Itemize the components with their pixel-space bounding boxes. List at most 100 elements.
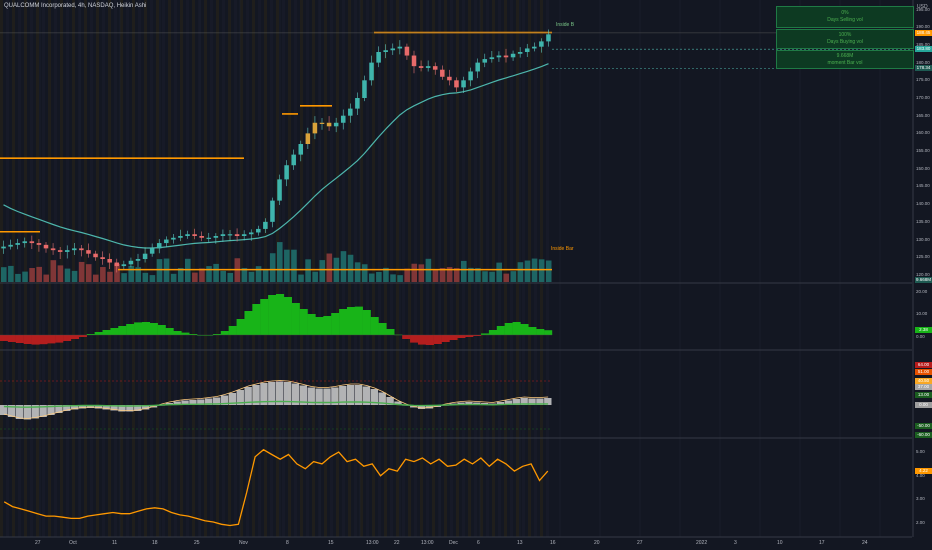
- histogram-bar: [544, 330, 553, 335]
- candle-body: [503, 55, 509, 58]
- histogram-bar: [378, 323, 387, 335]
- price-axis-label: 140.00: [916, 201, 930, 207]
- candle-body: [164, 239, 169, 244]
- histogram-axis-label: 20.00: [916, 289, 928, 294]
- candle-body: [149, 248, 155, 254]
- oscillator-bar: [291, 383, 300, 405]
- histogram-bar: [236, 319, 245, 335]
- oscillator-badge: 64.00: [915, 362, 932, 368]
- histogram-bar: [70, 335, 80, 339]
- histogram-bar: [110, 328, 119, 335]
- histogram-bar: [315, 317, 324, 335]
- candle-body: [121, 264, 127, 267]
- volume-bar: [1, 267, 7, 282]
- oscillator-bar: [55, 405, 63, 413]
- candle-body: [340, 115, 346, 123]
- histogram-bar: [126, 324, 135, 335]
- price-badge: 183.80: [915, 46, 932, 53]
- candle-body: [404, 46, 410, 56]
- volume-bar: [100, 267, 106, 282]
- oscillator-bar: [339, 386, 347, 405]
- x-axis-label: 8: [286, 540, 289, 546]
- volume-bar: [496, 262, 502, 282]
- session-stripe: [312, 0, 315, 537]
- candle-body: [312, 122, 318, 134]
- histogram-bar: [402, 335, 411, 339]
- session-stripe: [444, 0, 447, 537]
- session-stripe: [480, 0, 483, 537]
- session-stripe: [396, 0, 399, 537]
- candle-body: [72, 248, 77, 251]
- oscillator-bar: [7, 405, 16, 417]
- histogram-bar: [7, 335, 16, 342]
- histogram-bar: [189, 334, 198, 335]
- session-stripe: [510, 0, 513, 537]
- histogram-bar: [481, 333, 490, 335]
- oscillator-badge: 40.50: [915, 378, 932, 384]
- volume-bar: [390, 274, 396, 282]
- oscillator-bar: [512, 399, 520, 405]
- volume-bar: [142, 272, 149, 282]
- histogram-bar: [425, 335, 434, 345]
- histogram-bar: [528, 327, 537, 335]
- histogram-bar: [410, 335, 419, 343]
- oscillator-bar: [425, 405, 434, 409]
- oscillator-bar: [528, 398, 536, 405]
- info-box-buying: 100% Days Buying vol: [776, 29, 914, 49]
- volume-bar: [255, 266, 262, 282]
- candle-body: [390, 48, 396, 51]
- session-stripe: [282, 0, 285, 537]
- x-axis-label: Oct: [69, 540, 77, 546]
- histogram-badge: 2.38: [915, 327, 932, 333]
- oscillator-bar: [47, 405, 55, 415]
- x-axis-label: 6: [477, 540, 480, 546]
- session-stripe: [372, 0, 375, 537]
- histogram-bar: [465, 335, 474, 337]
- volume-bar: [114, 263, 120, 282]
- histogram-bar: [536, 329, 545, 335]
- volume-bar: [36, 266, 42, 282]
- candle-body: [305, 133, 311, 144]
- candle-body: [454, 80, 459, 88]
- candle-body: [1, 246, 6, 249]
- volume-bar: [50, 260, 57, 282]
- candle-body: [220, 234, 226, 236]
- volume-bar: [517, 262, 524, 282]
- oscillator-bar: [370, 389, 379, 405]
- volume-bar: [277, 242, 283, 282]
- x-axis-label: 24: [862, 540, 868, 546]
- x-axis-label: 17: [819, 540, 825, 546]
- session-stripe: [300, 0, 303, 537]
- histogram-bar: [441, 335, 450, 342]
- oscillator-bar: [189, 400, 197, 405]
- oscillator-bar: [15, 405, 24, 419]
- volume-bar: [461, 260, 467, 282]
- oscillator-badge: 13.00: [915, 392, 932, 398]
- volume-bar: [312, 271, 318, 282]
- session-stripe: [174, 0, 177, 537]
- price-axis-label: 150.00: [916, 165, 930, 171]
- candle-body: [326, 122, 332, 127]
- volume-bar: [284, 249, 290, 282]
- volume-bar: [453, 268, 460, 282]
- info-box-selling-value: 0%: [841, 10, 849, 16]
- candle-body: [532, 46, 537, 49]
- histogram-bar: [504, 323, 513, 335]
- volume-bar: [15, 273, 21, 282]
- histogram-bar: [197, 335, 206, 336]
- candle-body: [355, 98, 360, 109]
- candle-body: [298, 144, 304, 155]
- histogram-bar: [417, 335, 427, 345]
- volume-bar: [206, 266, 212, 282]
- volume-bar: [93, 274, 99, 282]
- candle-body: [524, 48, 530, 52]
- x-axis-label: 15: [328, 540, 334, 546]
- candle-body: [100, 257, 105, 259]
- x-axis-label: Nov: [239, 540, 248, 546]
- candle-body: [333, 122, 339, 127]
- oscillator-bar: [228, 393, 237, 405]
- volume-bar: [213, 263, 219, 282]
- session-stripe: [222, 0, 225, 537]
- candle-body: [156, 243, 162, 249]
